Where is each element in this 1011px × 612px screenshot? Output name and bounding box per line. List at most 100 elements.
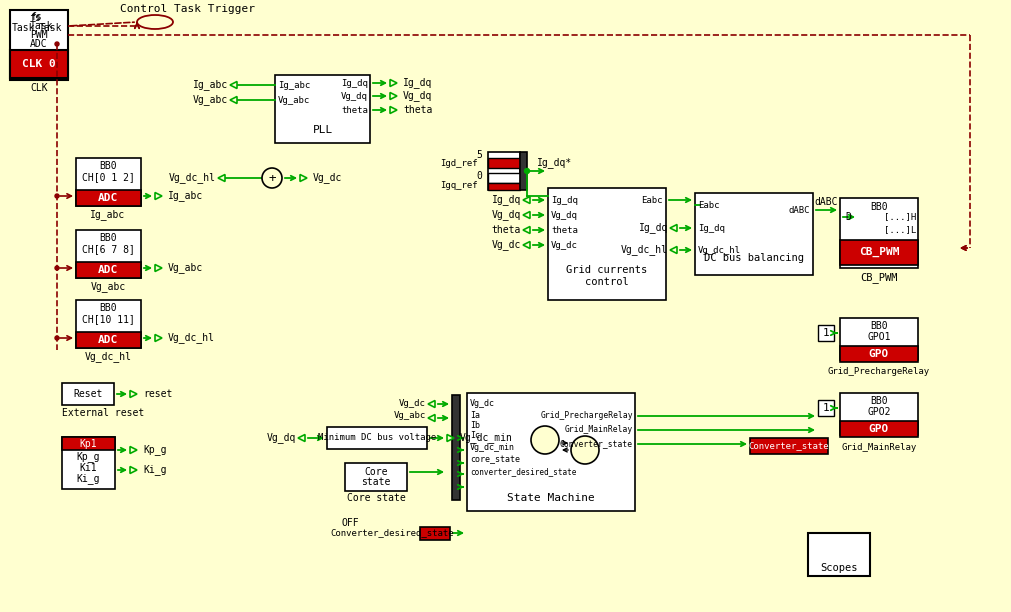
Text: reset: reset	[143, 389, 172, 399]
Text: BB0: BB0	[870, 202, 888, 212]
Text: GPO1: GPO1	[867, 332, 891, 342]
Text: fs: fs	[30, 12, 41, 22]
Polygon shape	[390, 106, 397, 113]
Circle shape	[55, 194, 59, 198]
Text: Vg_dq: Vg_dq	[491, 209, 521, 220]
Bar	[750, 438, 828, 454]
Bar	[488, 152, 520, 190]
Bar	[62, 437, 115, 489]
Text: Ig_dq: Ig_dq	[341, 78, 368, 88]
Text: Grid_PrechargeRelay: Grid_PrechargeRelay	[828, 367, 930, 376]
Polygon shape	[670, 225, 677, 231]
Text: BB0: BB0	[99, 161, 117, 171]
Bar	[840, 421, 918, 437]
Text: Grid_PrechargeRelay: Grid_PrechargeRelay	[540, 411, 633, 420]
Text: Ig_dq: Ig_dq	[551, 195, 578, 204]
Bar	[62, 383, 114, 405]
Text: OFF: OFF	[341, 518, 359, 528]
Text: Vg_dc: Vg_dc	[470, 400, 495, 408]
Polygon shape	[155, 264, 162, 272]
Polygon shape	[523, 196, 530, 204]
Text: 5: 5	[476, 150, 482, 160]
Text: fs: fs	[29, 13, 40, 23]
Text: +: +	[268, 171, 276, 184]
Text: Vg_dc: Vg_dc	[551, 241, 578, 250]
Bar	[452, 395, 460, 500]
Text: Eabc: Eabc	[642, 195, 663, 204]
Text: State Machine: State Machine	[508, 493, 594, 503]
Text: Converter_state: Converter_state	[749, 441, 829, 450]
Text: Scopes: Scopes	[820, 563, 857, 573]
Bar	[62, 437, 115, 450]
Text: D: D	[845, 212, 851, 222]
Text: Vg_abc: Vg_abc	[193, 94, 228, 105]
Text: PLL: PLL	[312, 125, 334, 135]
Bar	[818, 400, 834, 416]
Text: Core: Core	[364, 467, 388, 477]
Text: Vg_dc_hl: Vg_dc_hl	[621, 245, 668, 255]
Text: BB0: BB0	[99, 303, 117, 313]
Text: Ig_dq: Ig_dq	[491, 195, 521, 206]
Circle shape	[55, 336, 59, 340]
Polygon shape	[428, 414, 435, 422]
Text: Vg_dc: Vg_dc	[399, 400, 426, 408]
Text: Vg_abc: Vg_abc	[278, 95, 310, 105]
Polygon shape	[218, 174, 225, 182]
Text: ADC: ADC	[98, 193, 118, 203]
Bar	[488, 173, 520, 183]
Text: Ig_dq: Ig_dq	[639, 223, 668, 233]
Polygon shape	[155, 193, 162, 200]
Text: [...]H: [...]H	[884, 212, 916, 222]
Text: Vg_dc_min: Vg_dc_min	[460, 433, 513, 444]
Bar	[488, 158, 520, 168]
Text: CH[6 7 8]: CH[6 7 8]	[82, 244, 134, 254]
Bar	[10, 10, 68, 80]
Text: Vg_abc: Vg_abc	[168, 263, 203, 274]
Text: theta: theta	[403, 105, 433, 115]
Circle shape	[571, 436, 599, 464]
Text: Vg_dq: Vg_dq	[403, 91, 433, 102]
Text: Ki_g: Ki_g	[143, 465, 167, 476]
Text: Vg_dq: Vg_dq	[341, 92, 368, 100]
Text: Control Task Trigger: Control Task Trigger	[120, 4, 255, 14]
Text: Ig_abc: Ig_abc	[193, 80, 228, 91]
Bar	[76, 262, 141, 278]
Circle shape	[262, 168, 282, 188]
Bar	[520, 152, 527, 190]
Bar	[840, 393, 918, 435]
Text: Task: Task	[38, 23, 62, 33]
Text: DC bus balancing: DC bus balancing	[704, 253, 804, 263]
Text: Core state: Core state	[347, 493, 405, 503]
Text: CLK: CLK	[30, 83, 48, 93]
Bar	[695, 193, 813, 275]
Bar	[76, 190, 141, 206]
Text: Ig_abc: Ig_abc	[90, 209, 125, 220]
Text: 0: 0	[476, 171, 482, 181]
Bar	[467, 393, 635, 511]
Polygon shape	[130, 447, 137, 453]
Text: GPO2: GPO2	[867, 407, 891, 417]
Text: Grid_MainRelay: Grid_MainRelay	[841, 442, 917, 452]
Polygon shape	[670, 247, 677, 253]
Text: PWM: PWM	[30, 30, 48, 40]
Text: BB0: BB0	[870, 396, 888, 406]
Text: Vg_abc: Vg_abc	[393, 411, 426, 420]
Polygon shape	[523, 212, 530, 218]
Text: Vg_abc: Vg_abc	[90, 282, 125, 293]
Text: Ig_dq: Ig_dq	[698, 223, 725, 233]
Text: Ic: Ic	[470, 431, 480, 441]
Polygon shape	[523, 226, 530, 234]
Polygon shape	[300, 174, 307, 182]
Text: Vg_dc: Vg_dc	[491, 239, 521, 250]
Text: converter_desired_state: converter_desired_state	[470, 468, 576, 477]
Text: CH[10 11]: CH[10 11]	[82, 314, 134, 324]
Polygon shape	[155, 335, 162, 341]
Polygon shape	[447, 435, 454, 441]
Text: 1: 1	[823, 328, 829, 338]
Bar	[818, 325, 834, 341]
Bar	[840, 198, 918, 268]
Polygon shape	[229, 97, 237, 103]
Text: Minimum DC bus voltage: Minimum DC bus voltage	[317, 433, 436, 442]
Bar	[808, 533, 870, 576]
Text: Kp_g: Kp_g	[143, 444, 167, 455]
